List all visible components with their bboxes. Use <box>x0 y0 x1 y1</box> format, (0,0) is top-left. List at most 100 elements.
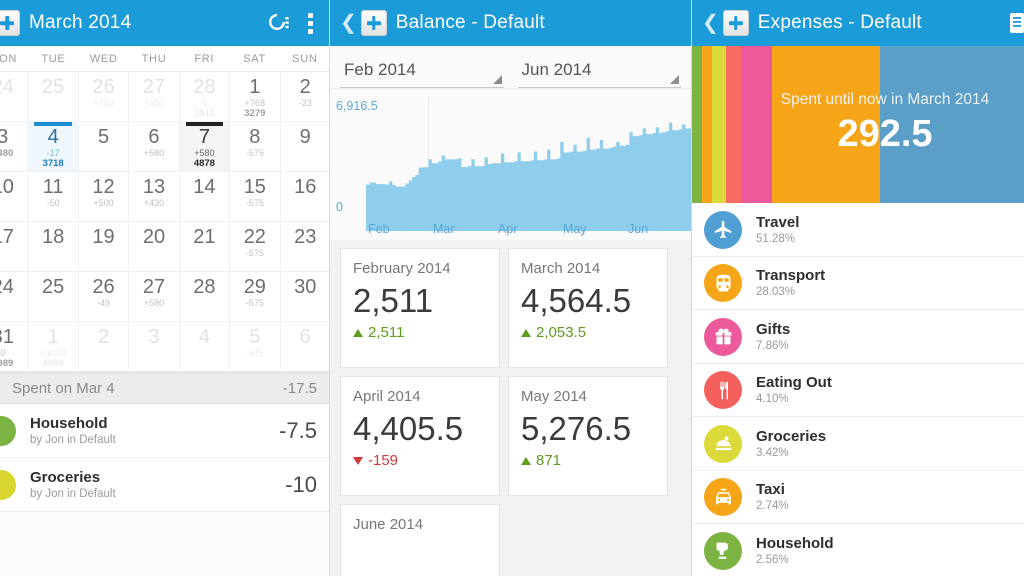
month-balance-card[interactable]: February 2014 2,511 2,511 <box>340 247 500 368</box>
calendar-day-cell[interactable]: 30 <box>280 272 329 322</box>
calendar-day-cell[interactable]: 2 -23 <box>280 72 329 122</box>
calendar-day-cell[interactable]: 21 <box>179 222 231 272</box>
month-card-value: 2,511 <box>353 281 434 319</box>
calendar-day-cell[interactable]: 17 <box>0 222 29 272</box>
calendar-day-cell[interactable]: 25 <box>28 72 79 122</box>
calendar-day-number: 3 <box>0 126 27 148</box>
category-percent: 3.42% <box>756 446 789 459</box>
calendar-day-cell[interactable]: 4 -17 3718 <box>28 122 79 172</box>
calendar-day-cell[interactable]: 7 +580 4878 <box>179 122 231 172</box>
calendar-day-cell[interactable]: 27 +450 <box>129 72 180 122</box>
weekday-header-thu: THU <box>141 52 167 65</box>
month-balance-card[interactable]: May 2014 5,276.5 871 <box>508 375 668 496</box>
calendar-day-cell[interactable]: 9 <box>280 122 329 172</box>
app-logo-icon <box>0 10 20 36</box>
calendar-day-cell[interactable]: 24 <box>0 72 29 122</box>
month-card-name: March 2014 <box>521 259 601 277</box>
calendar-day-number: 16 <box>294 176 317 198</box>
calendar-day-cell[interactable]: 20 <box>129 222 180 272</box>
calendar-day-number: 6 <box>299 326 311 348</box>
calendar-day-number: 14 <box>193 176 216 198</box>
date-range-selectors: Feb 2014 Jun 2014 <box>330 46 691 89</box>
calendar-day-cell[interactable]: 27 +580 <box>129 272 180 322</box>
calendar-day-number: 1 <box>249 76 261 98</box>
calendar-day-cell[interactable]: 19 <box>78 222 130 272</box>
app-logo-icon <box>360 10 387 36</box>
back-chevron-icon[interactable]: ❮ <box>340 12 357 34</box>
calendar-day-cell[interactable]: 22 -575 <box>230 222 281 272</box>
calendar-day-cell[interactable]: 16 <box>280 172 329 222</box>
range-to-select[interactable]: Jun 2014 <box>517 56 681 88</box>
calendar-day-cell[interactable]: 24 <box>0 272 29 322</box>
calendar-day-cell[interactable]: 1 +1000 4989 <box>28 322 79 372</box>
calendar-day-cell[interactable]: 10 <box>0 172 29 222</box>
month-balance-card[interactable]: April 2014 4,405.5 -159 <box>340 375 500 496</box>
calendar-day-number: 4 <box>198 326 210 348</box>
calendar-day-cell[interactable]: 18 <box>28 222 79 272</box>
calendar-day-cell[interactable]: 28 <box>179 272 231 322</box>
category-color-dot <box>0 415 16 446</box>
calendar-day-number: 5 <box>249 326 261 348</box>
calendar-day-cell[interactable]: 11 -50 <box>28 172 79 222</box>
month-card-delta: 2,511 <box>353 323 487 343</box>
calendar-day-cell[interactable]: 14 <box>179 172 231 222</box>
transaction-row[interactable]: Groceries by Jon in Default -10 <box>0 458 329 512</box>
calendar-day-cell[interactable]: 12 +500 <box>78 172 130 222</box>
calendar-day-number: 15 <box>243 176 266 198</box>
month-balance-card[interactable]: March 2014 4,564.5 2,053.5 <box>508 247 668 368</box>
calendar-day-cell[interactable]: 6 <box>280 322 329 372</box>
calendar-day-cell[interactable]: 29 -575 <box>230 272 281 322</box>
calendar-day-cell[interactable]: 5 -575 <box>230 322 281 372</box>
category-texts: Taxi 2.74% <box>742 481 1024 513</box>
weekday-header-tue: TUE <box>41 52 66 65</box>
calendar-day-delta: -50 <box>46 198 60 208</box>
calendar-day-cell[interactable]: 33480 <box>0 122 29 172</box>
calendar-day-cell[interactable]: 8 -575 <box>230 122 281 172</box>
calendar-day-cell[interactable]: 2 <box>78 322 130 372</box>
month-balance-card[interactable]: June 2014 <box>340 503 500 576</box>
calendar-day-number: 25 <box>42 76 65 98</box>
calendar-day-number: 23 <box>294 226 317 248</box>
calendar-day-cell[interactable]: 6 +580 <box>129 122 180 172</box>
calendar-day-cell[interactable]: 23 <box>280 222 329 272</box>
calendar-day-delta: -23 <box>298 98 312 108</box>
calendar-day-cell[interactable]: 25 <box>28 272 79 322</box>
calendar-day-cell[interactable]: 28 0 2511 <box>179 72 231 122</box>
calendar-day-cell[interactable]: 26 +150 <box>78 72 130 122</box>
range-from-select[interactable]: Feb 2014 <box>340 56 504 88</box>
transaction-row[interactable]: Household by Jon in Default -7.5 <box>0 404 329 458</box>
calendar-day-cell[interactable]: 3 <box>129 322 180 372</box>
back-chevron-icon[interactable]: ❮ <box>702 12 719 34</box>
calendar-day-cell[interactable]: 3104989 <box>0 322 29 372</box>
category-percent: 28.03% <box>756 286 796 299</box>
calendar-day-cell[interactable]: 15 -575 <box>230 172 281 222</box>
calendar-day-number: 3 <box>148 326 160 348</box>
calendar-day-cell[interactable]: 26 -49 <box>78 272 130 322</box>
calendar-day-number: 19 <box>92 226 115 248</box>
calendar-day-cell[interactable]: 13 +430 <box>129 172 180 222</box>
list-document-icon[interactable] <box>1006 11 1024 35</box>
category-texts: Groceries 3.42% <box>742 428 1024 460</box>
calendar-day-cell[interactable]: 5 <box>78 122 130 172</box>
calendar-weekday-header: MON TUE WED THU FRI SAT SUN <box>0 46 329 72</box>
balance-area-chart: 6,916.5 0 Feb Mar Apr May Jun <box>330 89 691 240</box>
calendar-day-delta: -575 <box>245 198 264 208</box>
calendar-day-cell[interactable]: 4 <box>179 322 231 372</box>
calendar-day-number: 10 <box>0 176 14 198</box>
donut-chart-icon[interactable] <box>266 11 290 35</box>
calendar-day-delta: +768 <box>244 98 265 108</box>
calendar-day-cell[interactable]: 1 +768 3279 <box>230 72 281 122</box>
transaction-subtitle: by Jon in Default <box>30 433 116 446</box>
y-axis-min-label: 0 <box>336 199 343 214</box>
overflow-menu-icon[interactable] <box>308 12 313 34</box>
category-texts: Gifts 7.86% <box>742 321 1024 353</box>
